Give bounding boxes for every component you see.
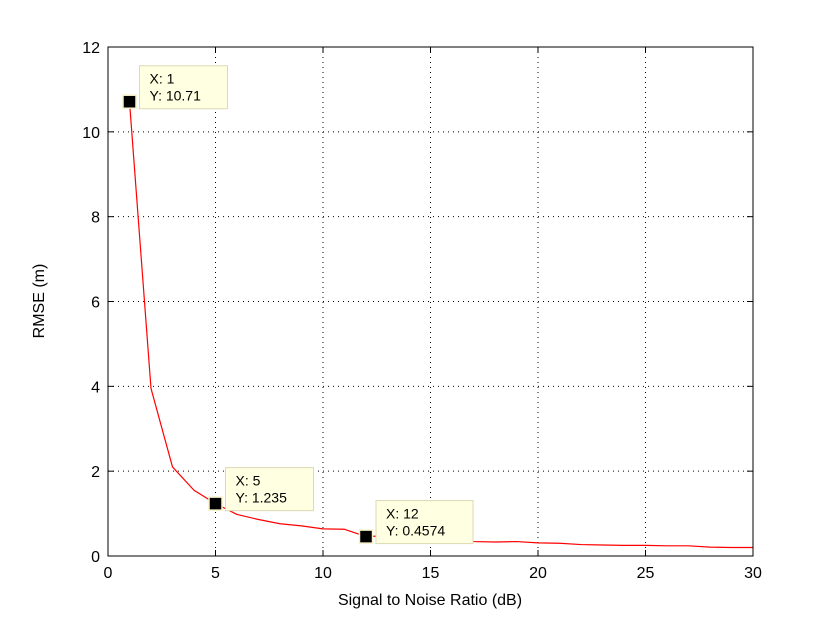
y-tick-label: 12 [82,40,100,57]
x-axis-label: Signal to Noise Ratio (dB) [338,592,522,609]
datatip-box [375,500,474,545]
datatip-box [139,65,228,110]
y-tick-label: 0 [91,549,100,566]
x-tick-label: 0 [104,565,113,582]
x-tick-label: 25 [637,565,655,582]
datatip-box [225,467,314,512]
datatip-y-label: Y: 1.235 [236,490,288,506]
x-tick-label: 30 [744,565,762,582]
y-tick-label: 2 [91,464,100,481]
plot-area [108,47,753,556]
tick-layer: 0 5 10 15 20 25 30 0 2 4 6 8 10 12 [82,40,762,582]
datatip-x-label: X: 12 [386,506,419,522]
datatip: X: 1Y: 10.71 [139,65,228,110]
datatip-marker [358,529,374,544]
y-tick-label: 6 [91,295,100,312]
datatip-marker [208,496,223,511]
datatip-x-label: X: 5 [236,473,261,489]
datatip-y-label: Y: 0.4574 [386,523,445,539]
y-tick-label: 4 [91,379,100,396]
datatip: X: 5Y: 1.235 [225,467,314,512]
datatip-y-label: Y: 10.71 [150,88,202,104]
y-tick-label: 8 [91,210,100,227]
x-tick-label: 5 [211,565,220,582]
x-tick-label: 10 [314,565,332,582]
datatip-marker [122,94,137,109]
datatip-x-label: X: 1 [150,71,175,87]
y-axis-label: RMSE (m) [31,264,48,339]
datatip: X: 12Y: 0.4574 [375,500,474,545]
x-tick-label: 15 [422,565,440,582]
marker-layer [122,94,374,544]
datatip-layer: X: 1Y: 10.71 X: 5Y: 1.235 X: 12Y: 0.4574 [139,65,474,545]
y-tick-label: 10 [82,125,100,142]
x-tick-label: 20 [529,565,547,582]
